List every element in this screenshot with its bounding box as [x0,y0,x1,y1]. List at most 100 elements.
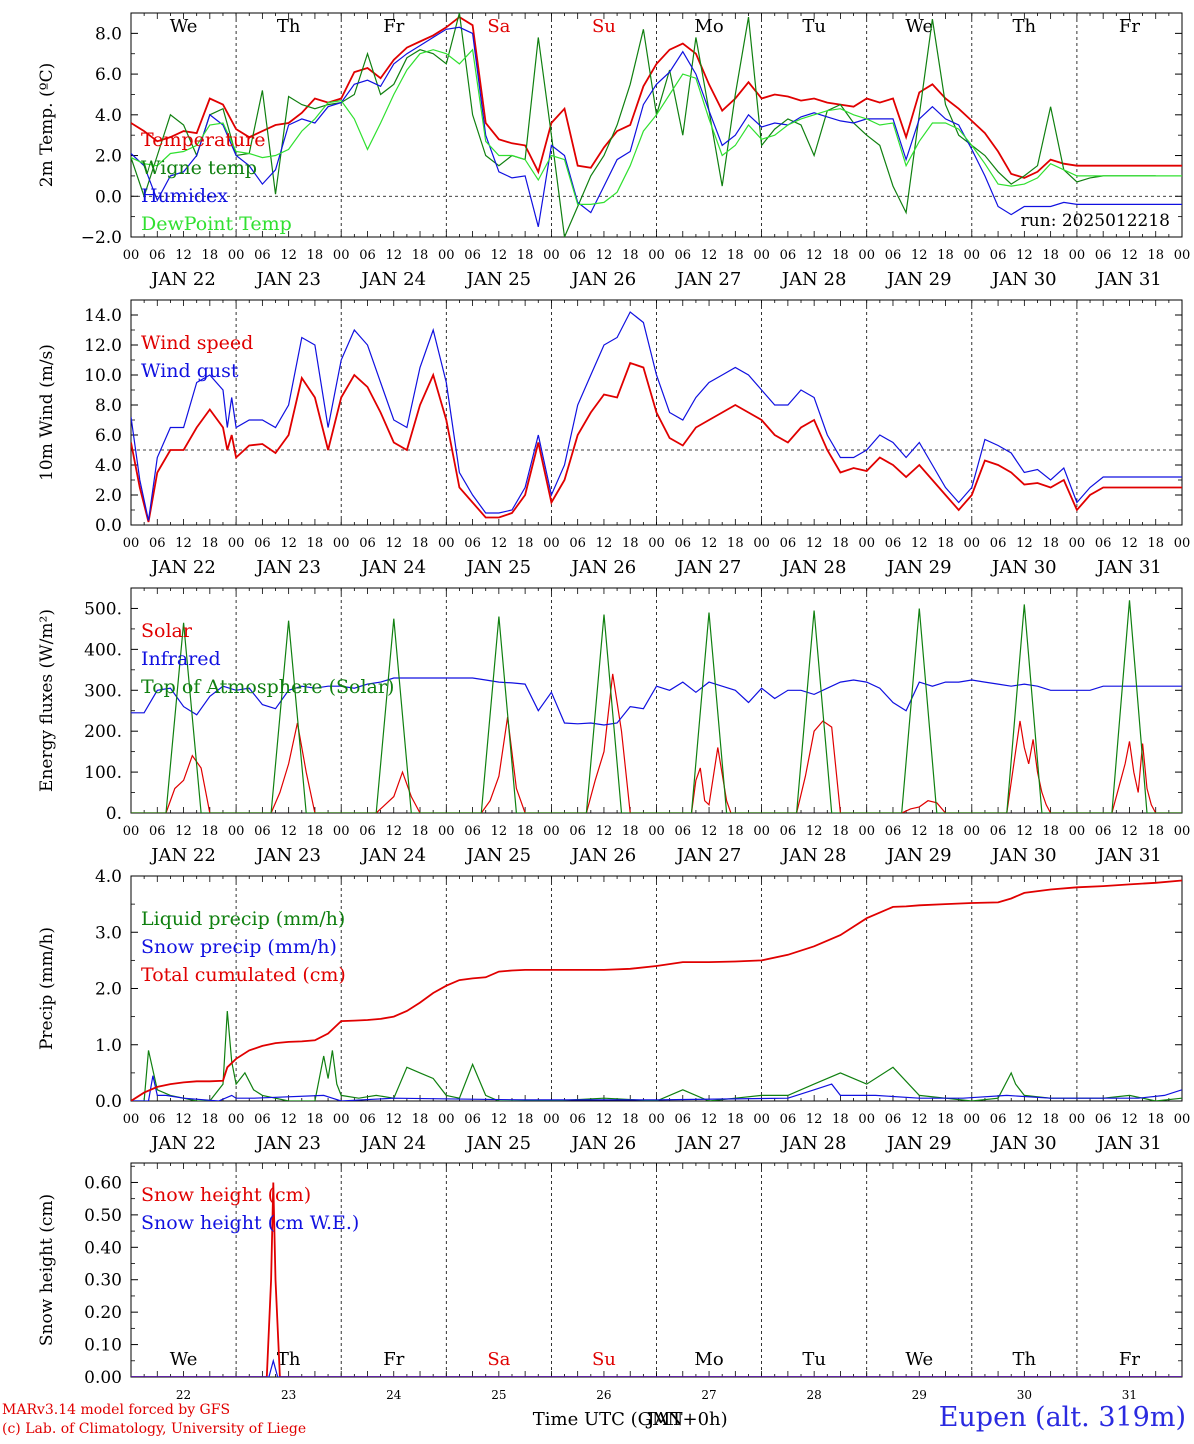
x-hour-label: 12 [806,824,823,839]
y-tick-label: 4.0 [95,456,122,476]
x-hour-label: 00 [228,536,245,551]
x-hour-label: 12 [280,1112,297,1127]
x-hour-label: 00 [753,248,770,263]
x-hour-label: 06 [254,248,271,263]
run-label: run: 2025012218 [1021,211,1170,231]
x-hour-label: 00 [1069,536,1086,551]
series-line-dewpoint-temp [131,48,1182,205]
legend-wind-speed: Wind speed [141,332,253,354]
x-day-label: JAN 30 [990,845,1057,866]
weekday-label: Fr [1119,1349,1140,1370]
x-day-label: JAN 31 [1095,845,1162,866]
x-day-label: JAN 23 [254,269,321,290]
x-day-label: JAN 28 [780,845,847,866]
series-line-total-cumulated-cm- [131,879,1182,1101]
x-day-label: JAN 25 [465,845,532,866]
x-hour-label: 00 [438,1112,455,1127]
x-hour-label: 00 [648,1112,665,1127]
x-hour-label: 00 [858,1112,875,1127]
x-hour-label: 12 [701,1112,718,1127]
x-day-label: JAN 22 [149,845,216,866]
y-tick-label: 0.20 [84,1303,122,1323]
y-tick-label: 0.40 [84,1238,122,1258]
x-hour-label: 12 [385,1112,402,1127]
panel-precip: 0.0 1.0 2.0 3.0 4.0 Precip (mm/h) 00 06 12 18 JAN … [37,867,1190,1154]
y-tick-label: 4.0 [95,867,122,887]
legend-solar: Solar [141,620,193,642]
x-hour-label: 06 [254,824,271,839]
x-day-label: JAN 28 [780,1133,847,1154]
x-day-label: JAN 25 [465,1133,532,1154]
x-hour-label: 18 [1042,1112,1059,1127]
x-hour-label: 06 [359,536,376,551]
x-hour-label: 06 [149,1112,166,1127]
x-day-label: JAN 22 [149,1133,216,1154]
x-hour-label: 00 [333,1112,350,1127]
x-hour-label: 18 [1147,1112,1164,1127]
legend-humidex: Humidex [141,185,228,207]
weekday-label: Fr [1119,16,1140,37]
y-tick-label: 500. [84,599,122,619]
x-hour-label: 18 [937,248,954,263]
y-axis-label: 2m Temp. (ºC) [37,63,57,188]
y-tick-label: 2.0 [95,486,122,506]
x-hour-label: 00 [333,248,350,263]
y-tick-label: 2.0 [95,980,122,1000]
x-hour-label: 06 [1095,1112,1112,1127]
x-hour-label: 06 [675,824,692,839]
series-line-snow-height-cm- [131,1182,1182,1377]
x-hour-label: 12 [1016,824,1033,839]
x-hour-label: 00 [648,824,665,839]
y-axis-label: Precip (mm/h) [37,927,57,1050]
x-day-label: JAN 24 [359,845,426,866]
x-axis-title: Time UTC (GMT+0h) [533,1409,728,1430]
x-day-number: 26 [596,1388,611,1402]
series-line-wigne-temp [131,13,1156,237]
panel-wind: 0.0 2.0 4.0 6.0 8.0 10.0 12.0 14.0 10m Wind (m/s… [37,299,1190,578]
x-day-label: JAN 24 [359,269,426,290]
x-hour-label: 18 [937,1112,954,1127]
x-hour-label: 12 [175,248,192,263]
weekday-label: Mo [694,16,723,37]
x-hour-label: 12 [596,536,613,551]
x-day-label: JAN 24 [359,1133,426,1154]
footer-copyright: (c) Lab. of Climatology, University of L… [2,1421,307,1437]
x-hour-label: 06 [780,536,797,551]
x-hour-label: 18 [622,536,639,551]
x-hour-label: 12 [385,248,402,263]
weekday-label: Tu [802,1349,826,1370]
x-hour-label: 12 [491,536,508,551]
x-day-number: 31 [1122,1388,1137,1402]
x-day-label: JAN 27 [675,845,742,866]
x-hour-label: 06 [990,248,1007,263]
x-hour-label: 12 [385,824,402,839]
series-line-liquid-precip-mm-h- [131,1010,1182,1101]
series-line-wind-gust [131,311,1182,521]
x-hour-label: 06 [149,536,166,551]
x-hour-label: 18 [1042,248,1059,263]
x-hour-label: 12 [806,536,823,551]
x-hour-label: 00 [123,824,140,839]
x-hour-label: 06 [675,1112,692,1127]
x-hour-label: 12 [806,1112,823,1127]
x-hour-label: 06 [885,248,902,263]
x-hour-label: 12 [280,248,297,263]
legend-snow-height-cm-w-e-: Snow height (cm W.E.) [141,1212,359,1234]
y-axis-label: Snow height (cm) [37,1194,57,1346]
series-line-snow-precip-mm-h- [131,1075,1182,1101]
series-line-solar [131,673,1182,813]
x-hour-label: 12 [175,1112,192,1127]
y-tick-label: 6.0 [95,426,122,446]
x-hour-label: 12 [596,248,613,263]
x-hour-label: 00 [1069,1112,1086,1127]
weekday-label: We [905,1349,933,1370]
x-hour-label: 18 [727,536,744,551]
x-hour-label: 18 [1147,824,1164,839]
x-hour-label: 18 [1147,536,1164,551]
x-hour-label: 06 [149,248,166,263]
x-day-label: JAN 26 [570,1133,637,1154]
x-hour-label: 06 [569,536,586,551]
x-hour-label: 00 [753,1112,770,1127]
y-tick-label: 0.00 [84,1368,122,1388]
weekday-label: Su [592,1349,616,1370]
